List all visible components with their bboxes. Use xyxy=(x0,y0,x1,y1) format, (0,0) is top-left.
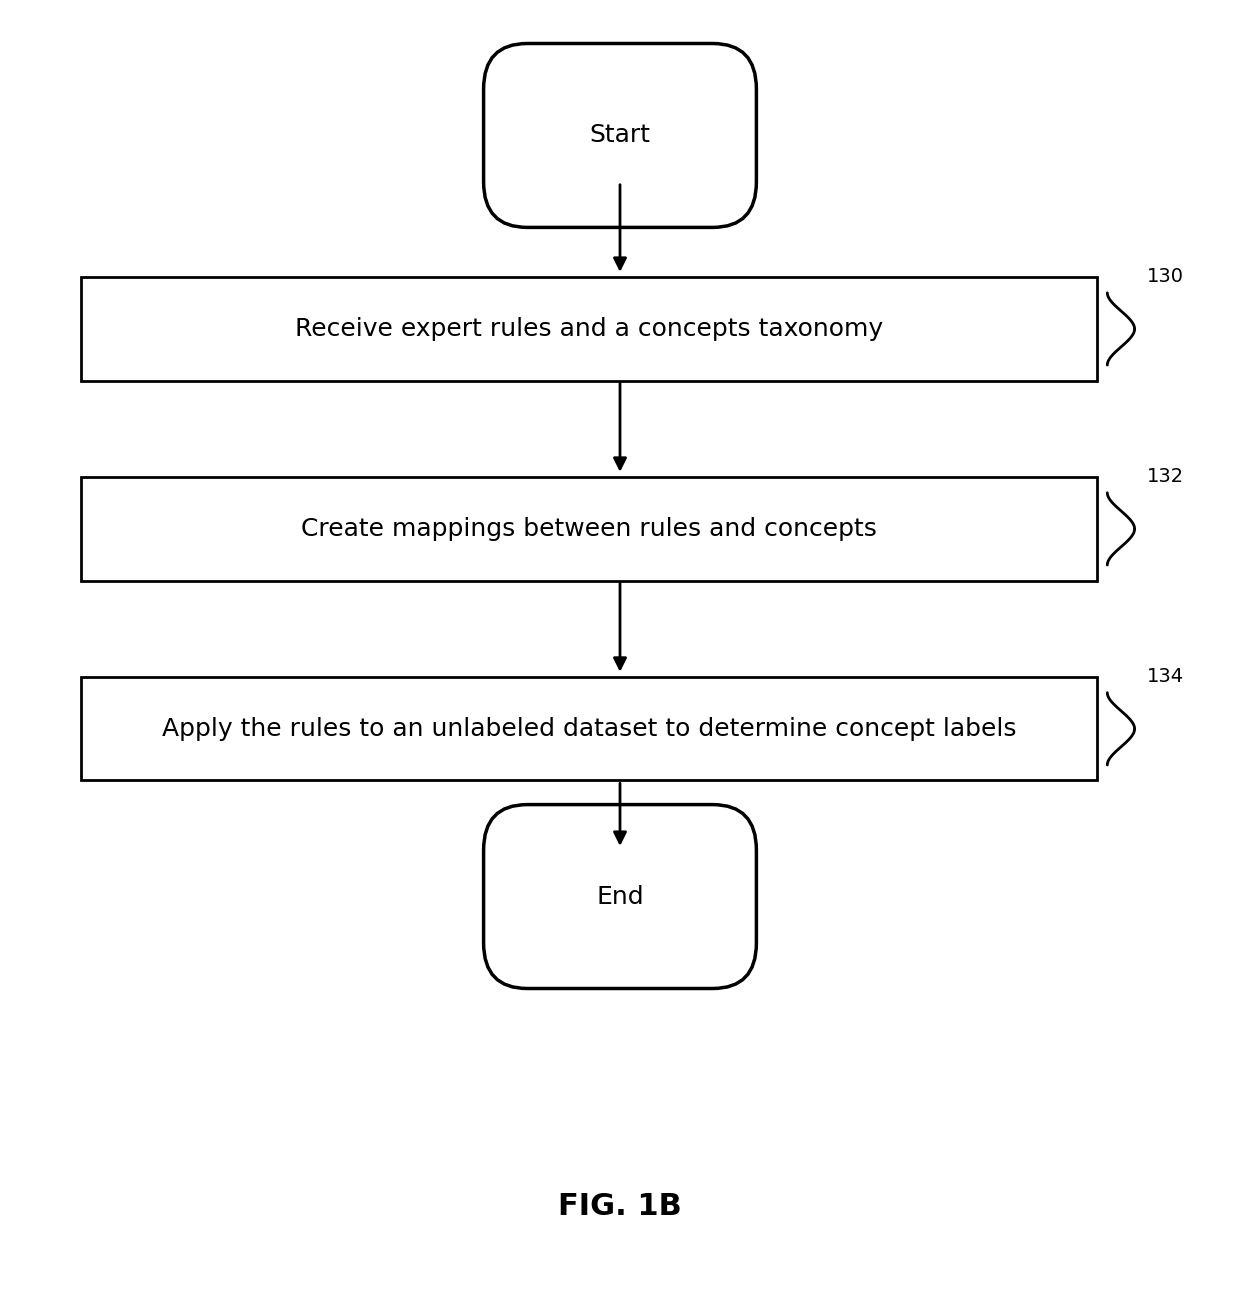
Bar xyxy=(81,677,1097,780)
Text: FIG. 1B: FIG. 1B xyxy=(558,1192,682,1220)
Text: Start: Start xyxy=(589,124,651,147)
Text: Create mappings between rules and concepts: Create mappings between rules and concep… xyxy=(301,517,877,541)
Text: 132: 132 xyxy=(1147,467,1184,486)
Bar xyxy=(81,277,1097,381)
FancyBboxPatch shape xyxy=(484,44,756,227)
Text: Receive expert rules and a concepts taxonomy: Receive expert rules and a concepts taxo… xyxy=(295,317,883,341)
Text: Apply the rules to an unlabeled dataset to determine concept labels: Apply the rules to an unlabeled dataset … xyxy=(161,717,1017,740)
Text: 130: 130 xyxy=(1147,267,1184,286)
Text: 134: 134 xyxy=(1147,667,1184,686)
Text: End: End xyxy=(596,885,644,908)
Bar xyxy=(81,477,1097,580)
FancyBboxPatch shape xyxy=(484,805,756,988)
